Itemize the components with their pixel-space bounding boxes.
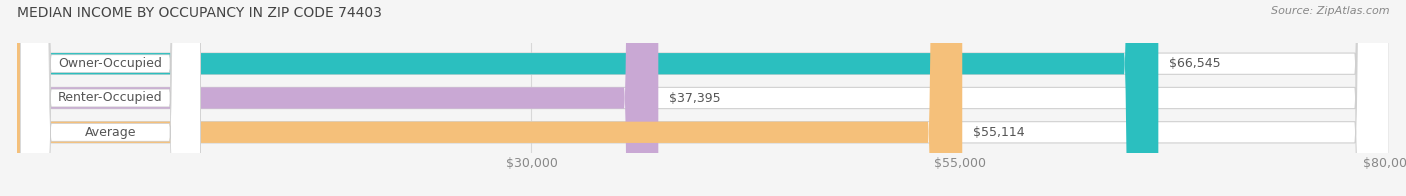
FancyBboxPatch shape <box>17 0 962 196</box>
FancyBboxPatch shape <box>20 0 201 196</box>
Text: $55,114: $55,114 <box>973 126 1024 139</box>
Text: MEDIAN INCOME BY OCCUPANCY IN ZIP CODE 74403: MEDIAN INCOME BY OCCUPANCY IN ZIP CODE 7… <box>17 6 382 20</box>
Text: $66,545: $66,545 <box>1168 57 1220 70</box>
FancyBboxPatch shape <box>17 0 1389 196</box>
Text: $37,395: $37,395 <box>669 92 720 104</box>
FancyBboxPatch shape <box>17 0 1159 196</box>
Text: Source: ZipAtlas.com: Source: ZipAtlas.com <box>1271 6 1389 16</box>
FancyBboxPatch shape <box>20 0 201 196</box>
FancyBboxPatch shape <box>20 0 201 196</box>
FancyBboxPatch shape <box>17 0 1389 196</box>
FancyBboxPatch shape <box>17 0 1389 196</box>
Text: Average: Average <box>84 126 136 139</box>
FancyBboxPatch shape <box>17 0 658 196</box>
Text: Owner-Occupied: Owner-Occupied <box>59 57 162 70</box>
Text: Renter-Occupied: Renter-Occupied <box>58 92 163 104</box>
